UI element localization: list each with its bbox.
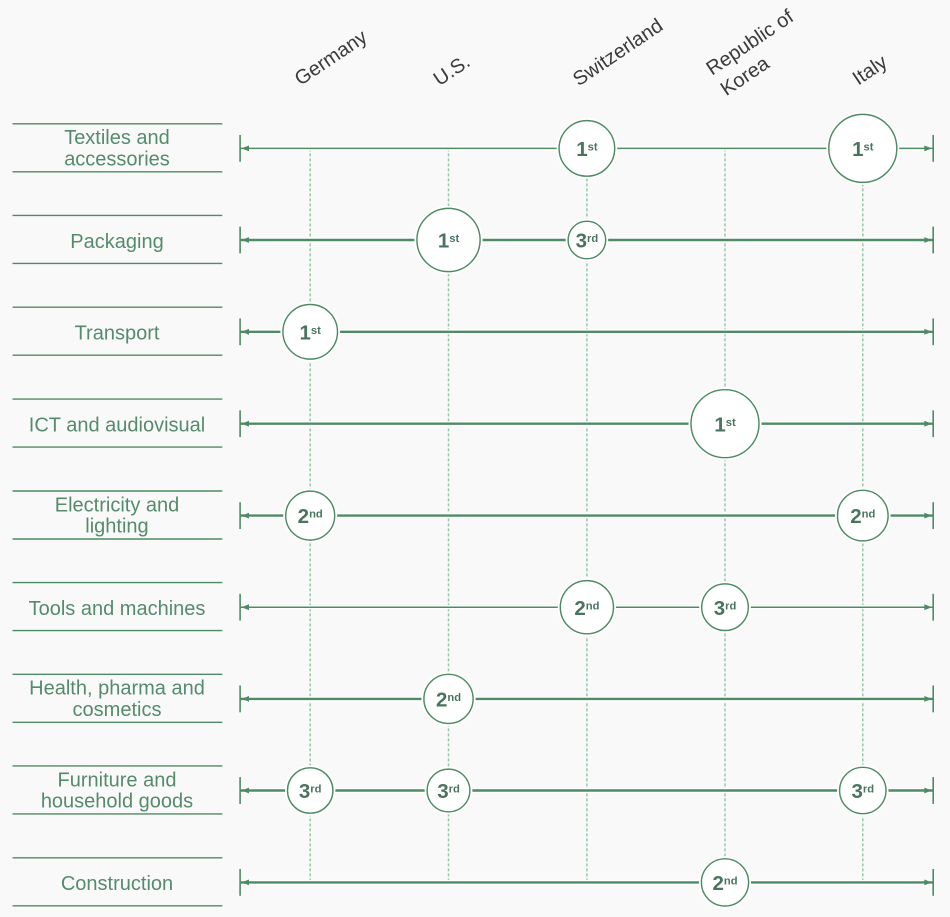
svg-text:accessories: accessories [64,148,170,170]
svg-text:Electricity and: Electricity and [55,494,180,516]
svg-text:Textiles and: Textiles and [64,127,170,149]
svg-text:Furniture and: Furniture and [58,769,177,791]
svg-text:Construction: Construction [61,873,173,895]
svg-text:ICT and audiovisual: ICT and audiovisual [29,415,205,437]
svg-text:Tools and machines: Tools and machines [29,598,206,620]
svg-text:lighting: lighting [85,516,148,538]
svg-text:household goods: household goods [41,791,193,813]
svg-text:cosmetics: cosmetics [73,699,162,721]
svg-text:Packaging: Packaging [70,231,163,253]
svg-text:Transport: Transport [75,323,160,345]
svg-text:Health, pharma and: Health, pharma and [29,678,205,700]
